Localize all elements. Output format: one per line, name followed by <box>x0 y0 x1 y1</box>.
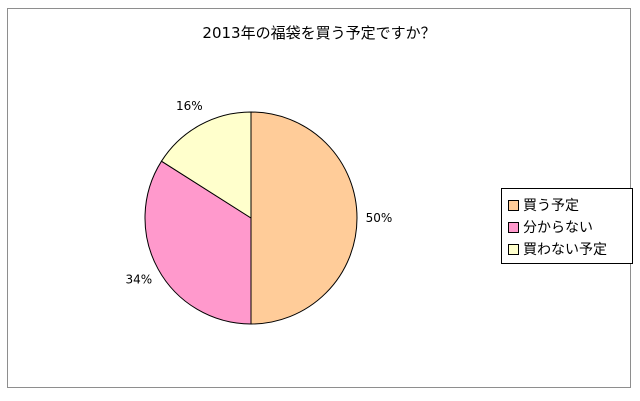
slice-percent-label: 16% <box>176 99 203 113</box>
legend-item: 買わない予定 <box>508 238 632 260</box>
pie-chart: 50% 34% 16% <box>125 99 393 325</box>
chart-area: 2013年の福袋を買う予定ですか？ 50% 34% 16% 買う予定 分からない 買… <box>7 8 633 388</box>
pie-slice <box>160 111 252 219</box>
legend: 買う予定 分からない 買わない予定 <box>501 188 633 264</box>
legend-swatch <box>508 199 519 211</box>
pie-slice <box>144 160 252 325</box>
slice-percent-label: 50% <box>366 211 393 225</box>
legend-item: 買う予定 <box>508 194 632 216</box>
slice-percent-label: 34% <box>125 273 152 287</box>
pie-slice <box>250 111 358 325</box>
legend-swatch <box>508 221 519 233</box>
legend-label: 分からない <box>523 220 593 236</box>
legend-label: 買う予定 <box>523 198 579 214</box>
legend-swatch <box>508 243 519 255</box>
legend-item: 分からない <box>508 216 632 238</box>
legend-label: 買わない予定 <box>523 242 607 258</box>
chart-title: 2013年の福袋を買う予定ですか？ <box>202 24 436 42</box>
